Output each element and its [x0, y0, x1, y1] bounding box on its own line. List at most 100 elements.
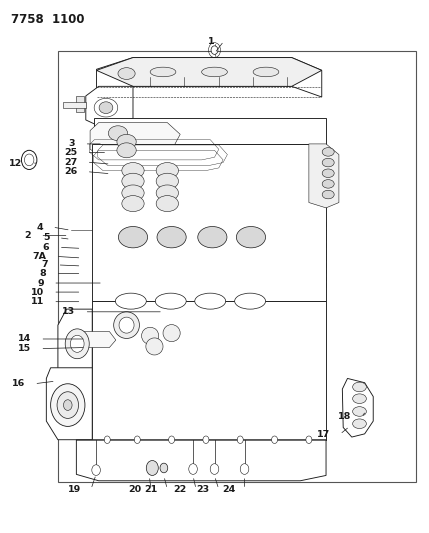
Bar — [94, 270, 326, 274]
Polygon shape — [78, 332, 116, 348]
Ellipse shape — [322, 180, 334, 188]
Ellipse shape — [322, 148, 334, 156]
Ellipse shape — [117, 143, 136, 158]
Circle shape — [134, 436, 140, 443]
Ellipse shape — [322, 190, 334, 199]
Polygon shape — [46, 368, 92, 440]
Text: 9: 9 — [37, 279, 44, 287]
Circle shape — [92, 465, 100, 475]
Circle shape — [211, 46, 218, 54]
Ellipse shape — [155, 293, 186, 309]
Text: 15: 15 — [18, 344, 31, 353]
Polygon shape — [76, 96, 84, 112]
Ellipse shape — [118, 68, 135, 79]
Ellipse shape — [94, 98, 118, 117]
Text: 23: 23 — [196, 485, 209, 494]
Text: 7758  1100: 7758 1100 — [11, 13, 84, 26]
Ellipse shape — [202, 67, 227, 77]
Text: 26: 26 — [64, 167, 77, 176]
Ellipse shape — [253, 67, 279, 77]
Circle shape — [272, 436, 278, 443]
Circle shape — [65, 329, 89, 359]
Bar — [94, 243, 326, 248]
Circle shape — [240, 464, 249, 474]
Ellipse shape — [117, 134, 136, 149]
Circle shape — [237, 436, 243, 443]
Polygon shape — [97, 58, 322, 98]
Ellipse shape — [146, 338, 163, 355]
Polygon shape — [86, 86, 133, 128]
Ellipse shape — [322, 169, 334, 177]
Polygon shape — [97, 58, 322, 86]
Circle shape — [63, 400, 72, 410]
Ellipse shape — [353, 419, 366, 429]
Text: 24: 24 — [222, 485, 235, 494]
Circle shape — [57, 392, 79, 418]
Polygon shape — [309, 144, 339, 208]
Circle shape — [203, 436, 209, 443]
Circle shape — [51, 384, 85, 426]
Text: 3: 3 — [69, 140, 75, 148]
Bar — [94, 236, 326, 241]
Polygon shape — [58, 309, 92, 405]
Text: 25: 25 — [64, 148, 77, 157]
Ellipse shape — [156, 173, 178, 189]
Text: 8: 8 — [39, 269, 46, 278]
Text: 6: 6 — [43, 243, 49, 252]
Ellipse shape — [195, 293, 226, 309]
Text: 11: 11 — [30, 297, 44, 306]
Circle shape — [306, 436, 312, 443]
Circle shape — [104, 436, 110, 443]
Circle shape — [169, 436, 175, 443]
Text: 7: 7 — [42, 261, 48, 269]
Ellipse shape — [142, 327, 159, 344]
Text: 13: 13 — [62, 308, 75, 316]
Text: 19: 19 — [68, 485, 82, 494]
Ellipse shape — [322, 158, 334, 167]
Ellipse shape — [235, 293, 266, 309]
Ellipse shape — [108, 126, 128, 141]
Circle shape — [160, 463, 168, 473]
Circle shape — [189, 464, 197, 474]
Text: 10: 10 — [30, 288, 44, 296]
Ellipse shape — [236, 227, 266, 248]
Bar — [94, 277, 326, 281]
Text: 2: 2 — [24, 231, 31, 240]
Polygon shape — [92, 144, 326, 301]
Text: 22: 22 — [173, 485, 187, 494]
Text: 27: 27 — [64, 158, 77, 166]
Bar — [94, 283, 326, 288]
Ellipse shape — [157, 227, 186, 248]
Circle shape — [146, 461, 158, 475]
Ellipse shape — [156, 196, 178, 212]
Ellipse shape — [99, 102, 113, 114]
Bar — [94, 256, 326, 261]
Ellipse shape — [353, 407, 366, 416]
Ellipse shape — [150, 67, 176, 77]
Polygon shape — [94, 118, 326, 144]
Ellipse shape — [353, 394, 366, 403]
Text: 21: 21 — [145, 485, 158, 494]
Text: 18: 18 — [338, 413, 352, 421]
Text: 20: 20 — [128, 485, 142, 494]
Bar — [94, 263, 326, 268]
Ellipse shape — [163, 325, 180, 342]
Bar — [58, 51, 416, 482]
Text: 1: 1 — [208, 37, 214, 45]
Ellipse shape — [122, 163, 144, 179]
Polygon shape — [92, 301, 326, 440]
Ellipse shape — [122, 185, 144, 201]
Text: 7A: 7A — [32, 252, 46, 261]
Ellipse shape — [119, 317, 134, 333]
Ellipse shape — [353, 382, 366, 392]
Bar — [94, 230, 326, 235]
Bar — [94, 250, 326, 255]
Ellipse shape — [122, 196, 144, 212]
Polygon shape — [63, 102, 86, 108]
Text: 17: 17 — [317, 430, 330, 439]
Circle shape — [210, 464, 219, 474]
Ellipse shape — [115, 293, 146, 309]
Ellipse shape — [118, 227, 148, 248]
Text: 12: 12 — [9, 159, 22, 167]
Text: 5: 5 — [43, 233, 49, 242]
